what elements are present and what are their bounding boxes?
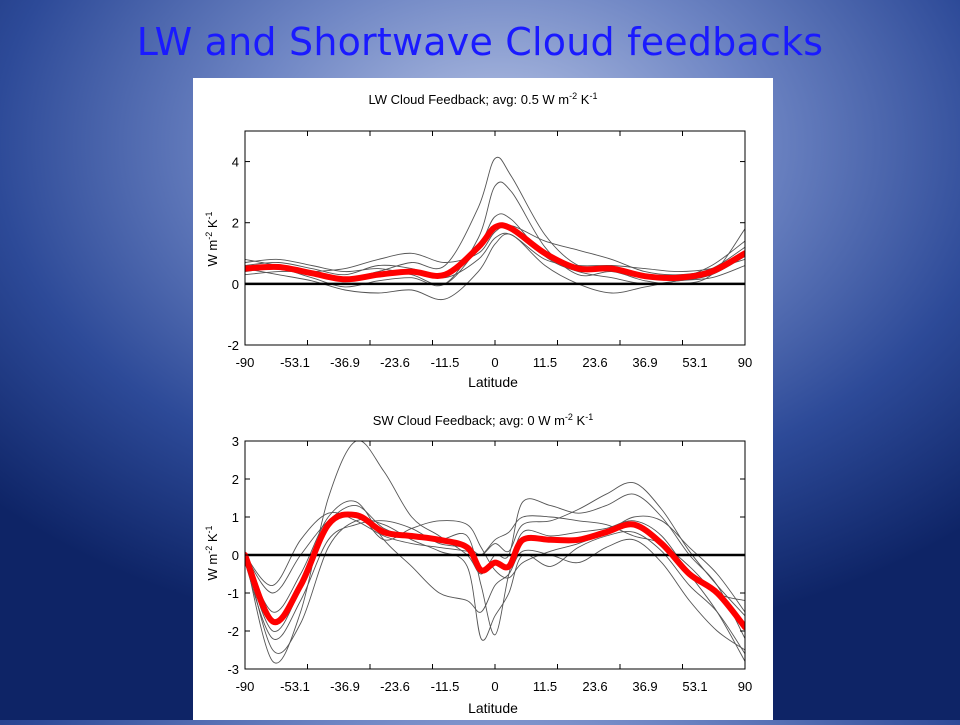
sw-x-tick-label: 23.6 xyxy=(582,679,607,694)
sw-mean-line xyxy=(245,511,745,631)
sw-y-tick-label: 1 xyxy=(232,510,239,525)
sw-x-tick-label: -53.1 xyxy=(280,679,310,694)
lw-y-tick-label: -2 xyxy=(227,338,239,353)
lw-x-tick-label: -11.5 xyxy=(431,355,460,370)
lw-x-axis-label: Latitude xyxy=(468,374,518,390)
sw-chart: SW Cloud Feedback; avg: 0 W m-2 K-1 W m-… xyxy=(204,412,752,716)
sw-plot-area xyxy=(245,441,745,664)
sw-y-axis-label: W m-2 K-1 xyxy=(204,525,220,580)
sw-y-tick-label: 2 xyxy=(232,472,239,487)
lw-y-tick-label: 0 xyxy=(232,277,239,292)
lw-chart-title: LW Cloud Feedback; avg: 0.5 W m-2 K-1 xyxy=(369,91,598,107)
lw-x-tick-label: 11.5 xyxy=(533,355,557,370)
lw-model-line-2 xyxy=(245,181,745,288)
sw-y-tick-label: -3 xyxy=(227,662,239,677)
sw-y-tick-label: 3 xyxy=(232,434,239,449)
sw-y-tick-label: -1 xyxy=(227,586,239,601)
lw-x-tick-label: -53.1 xyxy=(280,355,310,370)
sw-model-line-3 xyxy=(245,481,745,640)
figure-svg: LW Cloud Feedback; avg: 0.5 W m-2 K-1 W … xyxy=(204,91,752,716)
lw-chart: LW Cloud Feedback; avg: 0.5 W m-2 K-1 W … xyxy=(204,91,752,390)
sw-x-tick-label: 11.5 xyxy=(533,679,557,694)
lw-x-tick-label: 36.9 xyxy=(632,355,657,370)
lw-y-tick-label: 4 xyxy=(232,155,239,170)
sw-x-tick-label: 53.1 xyxy=(682,679,707,694)
sw-model-line-4 xyxy=(245,500,745,651)
figure-panel: LW Cloud Feedback; avg: 0.5 W m-2 K-1 W … xyxy=(193,78,773,720)
lw-model-line-3 xyxy=(245,232,745,279)
lw-x-tick-label: 0 xyxy=(491,355,498,370)
slide-title: LW and Shortwave Cloud feedbacks xyxy=(136,20,824,64)
sw-x-axis-label: Latitude xyxy=(468,700,518,716)
sw-x-tick-label: -90 xyxy=(236,679,255,694)
lw-x-tick-label: 90 xyxy=(738,355,752,370)
lw-plot-area xyxy=(245,156,745,301)
lw-x-tick-label: -90 xyxy=(236,355,255,370)
sw-x-tick-label: -36.9 xyxy=(330,679,360,694)
lw-x-tick-label: 53.1 xyxy=(682,355,707,370)
sw-x-tick-label: 90 xyxy=(738,679,752,694)
sw-x-tick-label: 0 xyxy=(491,679,498,694)
lw-model-line-1 xyxy=(245,156,745,279)
sw-x-tick-label: -23.6 xyxy=(380,679,410,694)
lw-y-axis-label: W m-2 K-1 xyxy=(204,211,220,266)
sw-chart-title: SW Cloud Feedback; avg: 0 W m-2 K-1 xyxy=(373,412,594,428)
lw-mean-line xyxy=(245,222,745,283)
sw-model-line-5 xyxy=(245,518,745,655)
lw-model-line-5 xyxy=(245,233,745,301)
lw-x-tick-label: 23.6 xyxy=(582,355,607,370)
sw-y-tick-label: 0 xyxy=(232,548,239,563)
lw-y-tick-label: 2 xyxy=(232,216,239,231)
sw-x-tick-label: -11.5 xyxy=(431,679,460,694)
sw-x-tick-label: 36.9 xyxy=(632,679,657,694)
lw-x-tick-label: -36.9 xyxy=(330,355,360,370)
sw-y-tick-label: -2 xyxy=(227,624,239,639)
sw-model-line-2 xyxy=(245,505,745,662)
lw-x-tick-label: -23.6 xyxy=(380,355,410,370)
